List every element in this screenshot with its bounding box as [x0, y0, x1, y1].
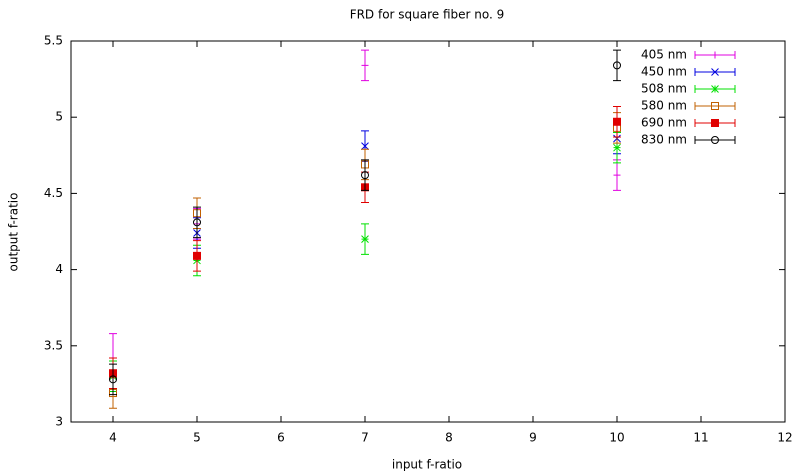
- error-bar: [361, 159, 369, 191]
- x-tick-label: 4: [109, 431, 117, 445]
- x-tick-label: 10: [609, 431, 624, 445]
- marker: [361, 235, 369, 243]
- x-tick-label: 5: [193, 431, 201, 445]
- legend-line: [694, 136, 736, 144]
- legend-label: 830 nm: [641, 133, 687, 147]
- y-tick-label: 4.5: [44, 186, 63, 200]
- legend-label: 580 nm: [641, 99, 687, 113]
- marker: [613, 61, 621, 70]
- legend-marker: [711, 119, 719, 127]
- marker: [613, 117, 621, 126]
- marker: [361, 171, 369, 180]
- marker: [613, 143, 621, 152]
- marker: [193, 218, 201, 227]
- x-axis-label: input f-ratio: [392, 458, 462, 472]
- legend-marker: [711, 136, 719, 144]
- legend-label: 508 nm: [641, 82, 687, 96]
- error-bar: [613, 49, 621, 82]
- x-tick-label: 12: [777, 431, 792, 445]
- marker: [613, 171, 621, 179]
- marker: [361, 142, 369, 151]
- y-tick-label: 3: [55, 415, 63, 429]
- legend-label: 405 nm: [641, 48, 687, 62]
- y-tick-label: 5.5: [44, 34, 63, 48]
- legend-marker: [711, 102, 719, 110]
- legend-marker: [711, 85, 719, 93]
- x-tick-label: 7: [361, 431, 369, 445]
- legend-label: 450 nm: [641, 65, 687, 79]
- error-bar: [193, 206, 201, 239]
- marker: [361, 61, 369, 69]
- marker: [109, 375, 117, 384]
- y-tick-label: 5: [55, 110, 63, 124]
- legend-label: 690 nm: [641, 116, 687, 130]
- legend-marker: [711, 68, 719, 76]
- x-tick-label: 9: [529, 431, 537, 445]
- error-bar: [109, 363, 117, 396]
- legend-marker: [711, 51, 719, 59]
- chart-title: FRD for square fiber no. 9: [350, 8, 505, 22]
- x-tick-label: 8: [445, 431, 453, 445]
- x-tick-label: 6: [277, 431, 285, 445]
- y-axis-label: output f-ratio: [7, 193, 21, 272]
- marker: [193, 251, 201, 260]
- legend-line: [694, 102, 736, 110]
- plot-border: [70, 40, 786, 423]
- y-tick-label: 3.5: [44, 338, 63, 352]
- x-tick-label: 11: [693, 431, 708, 445]
- y-tick-label: 4: [55, 262, 63, 276]
